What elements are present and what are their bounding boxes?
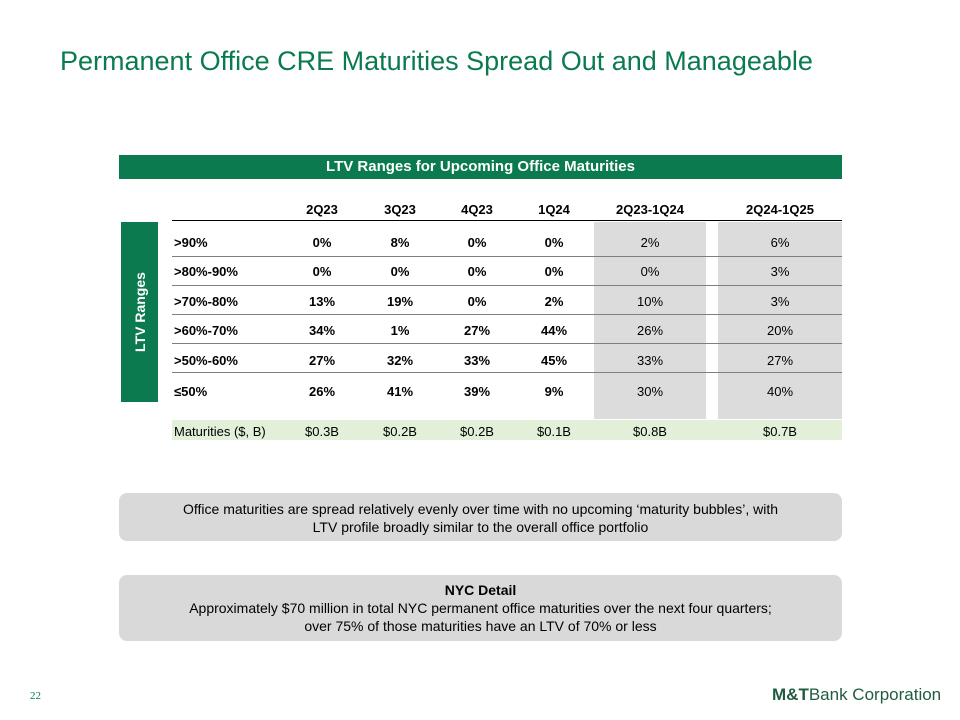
table-cell: 13%	[308, 294, 336, 309]
logo-text: Bank Corporation	[808, 685, 942, 704]
table-cell: 45%	[540, 353, 568, 368]
column-header: 2Q23	[306, 202, 338, 217]
table-cell: 41%	[386, 384, 414, 399]
table-cell: 34%	[308, 323, 336, 338]
maturity-cell: $0.7B	[763, 424, 797, 439]
company-logo: M&TBank Corporation	[772, 685, 941, 705]
nyc-detail-line-1: Approximately $70 million in total NYC p…	[189, 600, 772, 616]
row-divider	[172, 372, 842, 373]
table-cell: 0%	[390, 264, 410, 279]
row-label: >80%-90%	[174, 264, 238, 279]
table-cell: 32%	[386, 353, 414, 368]
ltv-ranges-side-label: LTV Ranges	[121, 222, 158, 402]
table-cell: 33%	[636, 353, 664, 368]
table-cell: 8%	[390, 235, 410, 250]
table-cell: 0%	[640, 264, 660, 279]
maturities-row	[172, 420, 842, 440]
table-cell: 27%	[766, 353, 794, 368]
shade-column-2q23-1q24	[594, 222, 706, 419]
row-divider	[172, 343, 842, 344]
column-header: 4Q23	[461, 202, 493, 217]
nyc-detail-callout: NYC Detail Approximately $70 million in …	[119, 575, 842, 641]
side-label-text: LTV Ranges	[131, 272, 148, 352]
nyc-detail-line-2: over 75% of those maturities have an LTV…	[304, 618, 657, 634]
table-cell: 26%	[636, 323, 664, 338]
table-cell: 30%	[636, 384, 664, 399]
maturity-cell: $0.1B	[537, 424, 571, 439]
summary-line-1: Office maturities are spread relatively …	[183, 501, 778, 517]
table-cell: 6%	[770, 235, 790, 250]
row-label: >60%-70%	[174, 323, 238, 338]
summary-line-2: LTV profile broadly similar to the overa…	[312, 519, 649, 535]
table-cell: 33%	[463, 353, 491, 368]
page-number: 22	[30, 690, 41, 702]
table-cell: 1%	[390, 323, 410, 338]
table-cell: 2%	[544, 294, 564, 309]
table-cell: 39%	[463, 384, 491, 399]
shade-column-2q24-1q25	[718, 222, 842, 419]
row-label: ≤50%	[174, 384, 208, 399]
column-header: 2Q24-1Q25	[746, 202, 814, 217]
row-label: >50%-60%	[174, 353, 238, 368]
table-cell: 27%	[463, 323, 491, 338]
table-cell: 0%	[467, 235, 487, 250]
table-cell: 44%	[540, 323, 568, 338]
table-header: LTV Ranges for Upcoming Office Maturitie…	[119, 155, 842, 179]
table-cell: 0%	[467, 294, 487, 309]
table-cell: 9%	[544, 384, 564, 399]
maturity-cell: $0.8B	[633, 424, 667, 439]
table-cell: 0%	[312, 264, 332, 279]
maturities-label: Maturities ($, B)	[174, 424, 266, 439]
summary-callout: Office maturities are spread relatively …	[119, 493, 842, 541]
table-cell: 0%	[544, 235, 564, 250]
table-cell: 10%	[636, 294, 664, 309]
table-cell: 19%	[386, 294, 414, 309]
row-label: >90%	[174, 235, 208, 250]
maturity-cell: $0.2B	[460, 424, 494, 439]
page-title: Permanent Office CRE Maturities Spread O…	[60, 46, 813, 76]
logo-mark: M&T	[772, 685, 809, 704]
header-rule	[172, 220, 842, 221]
row-divider	[172, 256, 842, 257]
table-cell: 0%	[467, 264, 487, 279]
table-cell: 0%	[312, 235, 332, 250]
maturity-cell: $0.3B	[305, 424, 339, 439]
table-cell: 0%	[544, 264, 564, 279]
table-cell: 2%	[640, 235, 660, 250]
table-cell: 26%	[308, 384, 336, 399]
column-header: 2Q23-1Q24	[616, 202, 684, 217]
table-cell: 20%	[766, 323, 794, 338]
column-header: 1Q24	[538, 202, 570, 217]
table-cell: 3%	[770, 294, 790, 309]
nyc-detail-heading: NYC Detail	[444, 582, 517, 598]
row-label: >70%-80%	[174, 294, 238, 309]
row-divider	[172, 314, 842, 315]
table-cell: 40%	[766, 384, 794, 399]
table-cell: 27%	[308, 353, 336, 368]
maturity-cell: $0.2B	[383, 424, 417, 439]
row-divider	[172, 285, 842, 286]
column-header: 3Q23	[384, 202, 416, 217]
table-cell: 3%	[770, 264, 790, 279]
